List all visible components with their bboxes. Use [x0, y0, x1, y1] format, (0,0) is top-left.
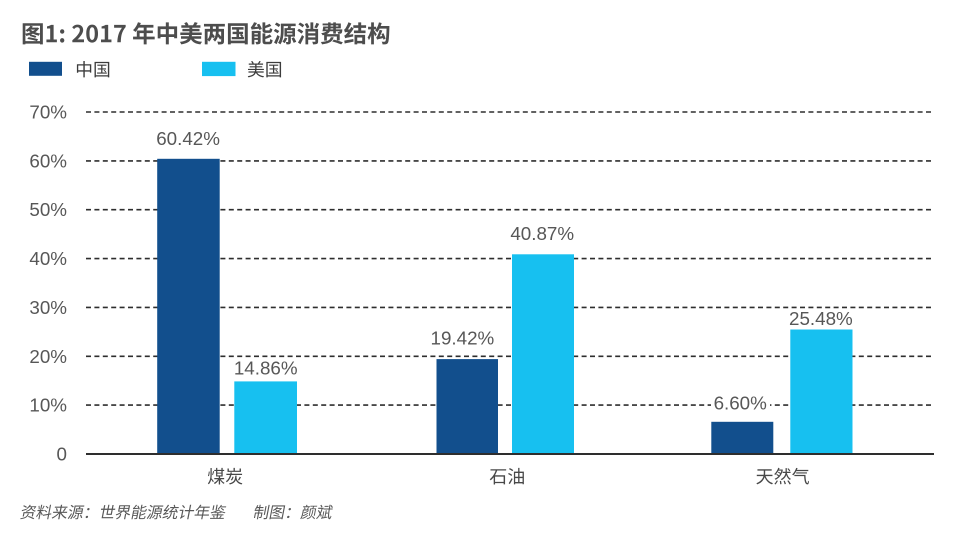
svg-text:20%: 20% — [29, 346, 67, 367]
svg-text:6.60%: 6.60% — [714, 393, 768, 414]
svg-text:10%: 10% — [29, 395, 67, 416]
svg-text:14.86%: 14.86% — [234, 358, 298, 379]
svg-text:40%: 40% — [29, 248, 67, 269]
svg-text:19.42%: 19.42% — [431, 328, 495, 349]
svg-text:40.87%: 40.87% — [510, 223, 574, 244]
svg-text:70%: 70% — [29, 102, 67, 123]
svg-text:25.48%: 25.48% — [789, 308, 853, 329]
svg-text:60.42%: 60.42% — [156, 128, 220, 149]
svg-text:60%: 60% — [29, 150, 67, 171]
svg-text:50%: 50% — [29, 199, 67, 220]
svg-text:0: 0 — [57, 444, 67, 465]
svg-text:30%: 30% — [29, 297, 67, 318]
